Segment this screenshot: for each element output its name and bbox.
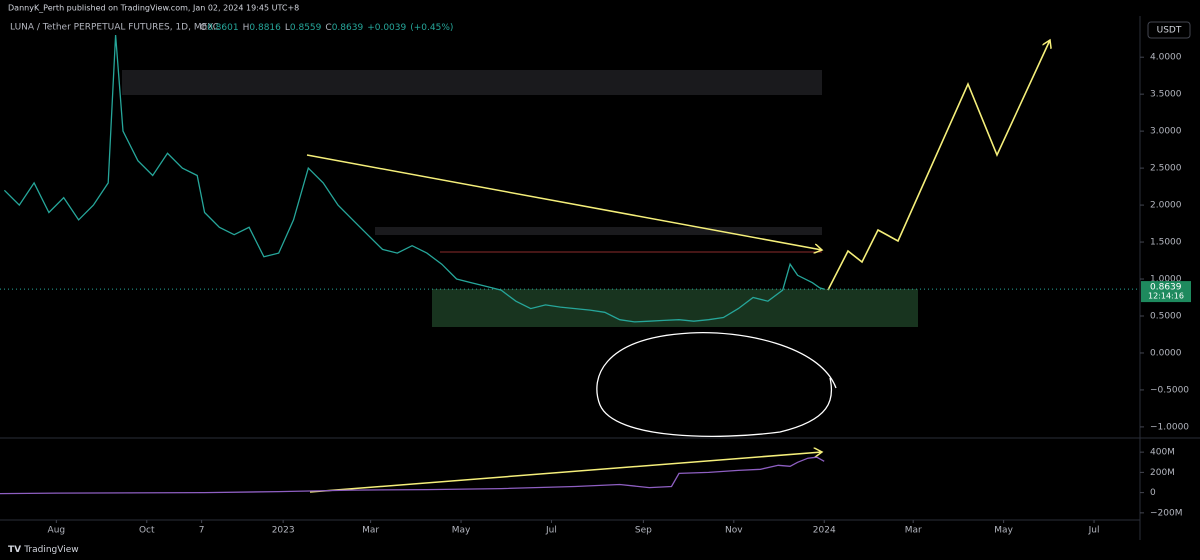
logo-text: TradingView [23, 545, 78, 555]
x-tick-label: Jul [1088, 526, 1100, 536]
y-tick-label: 2.0000 [1150, 201, 1182, 211]
ohlc-value: 0.8559 [290, 23, 322, 33]
footer-logo: 𝗧𝗩 TradingView [8, 545, 79, 555]
publisher: DannyK_Perth published on TradingView.co… [8, 4, 299, 13]
x-tick-label: Mar [905, 526, 922, 536]
supply-zone [122, 70, 822, 95]
currency-button[interactable] [1147, 21, 1191, 39]
y-tick-label: 0.0000 [1150, 348, 1182, 358]
y-tick-label: 1.5000 [1150, 238, 1182, 248]
series-line [0, 456, 825, 495]
y-tick-label: 3.5000 [1150, 90, 1182, 100]
y-tick-label: 4.0000 [1150, 53, 1182, 63]
y-tick-label: −0.5000 [1150, 385, 1189, 395]
x-tick-label: 2024 [813, 526, 836, 536]
x-tick-label: Jul [545, 526, 557, 536]
x-tick-label: May [994, 526, 1013, 536]
x-tick-label: Mar [362, 526, 379, 536]
x-tick-label: Nov [725, 526, 743, 536]
x-tick-label: 7 [199, 526, 205, 536]
symbol-title: LUNA / Tether PERPETUAL FUTURES, 1D, MEX… [10, 23, 219, 33]
ohlc-value: 0.8601 [207, 23, 239, 33]
y-tick-label: −1.0000 [1150, 422, 1189, 432]
ohlc-key: C [325, 23, 331, 33]
resistance-zone [375, 227, 822, 235]
x-tick-label: Aug [48, 526, 66, 536]
y-tick-label: 0 [1150, 488, 1156, 498]
projection-path [827, 40, 1050, 291]
x-tick-label: May [452, 526, 471, 536]
downtrend-line [306, 154, 822, 250]
y-tick-label: 200M [1150, 468, 1175, 478]
ohlc-legend: O0.8601 H0.8816 L0.8559 C0.8639 +0.0039 (+0.4… [200, 23, 453, 33]
ohlc-key: O [200, 23, 207, 33]
volume-circle [596, 331, 837, 437]
change-value: (+0.45%) [410, 23, 453, 33]
series-line [3, 34, 825, 323]
y-tick-label: 1.0000 [1150, 275, 1182, 285]
last-price-badge [1141, 281, 1191, 303]
y-tick-label: 2.5000 [1150, 164, 1182, 174]
y-tick-label: 0.5000 [1150, 311, 1182, 321]
y-tick-label: 400M [1150, 448, 1175, 458]
ohlc-key: L [285, 23, 290, 33]
ohlc-value: 0.8816 [249, 23, 281, 33]
obv-uptrend-line [309, 452, 822, 493]
logo-mark: 𝗧𝗩 [8, 545, 24, 555]
currency-label: USDT [1157, 26, 1182, 36]
last-price-label: 0.8639 [1150, 283, 1182, 293]
accumulation-zone [432, 289, 918, 327]
ohlc-value: 0.8639 [332, 23, 364, 33]
y-tick-label: −200M [1150, 508, 1182, 518]
y-tick-label: 3.0000 [1150, 127, 1182, 137]
countdown-label: 12:14:16 [1148, 292, 1184, 301]
x-tick-label: 2023 [272, 526, 295, 536]
ohlc-key: H [243, 23, 250, 33]
x-tick-label: Oct [139, 526, 155, 536]
change-value: +0.0039 [367, 23, 406, 33]
x-tick-label: Sep [635, 526, 652, 536]
